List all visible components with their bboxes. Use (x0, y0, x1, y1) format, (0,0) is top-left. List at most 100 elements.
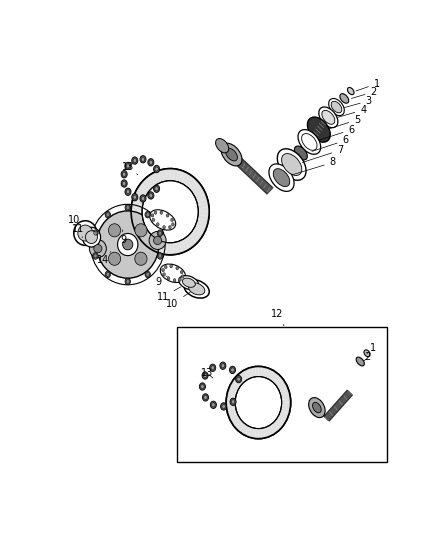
Ellipse shape (125, 162, 131, 169)
Ellipse shape (141, 157, 145, 161)
Polygon shape (197, 198, 208, 205)
Text: 13: 13 (122, 161, 138, 175)
Text: 2: 2 (351, 87, 377, 99)
Polygon shape (240, 424, 247, 434)
Polygon shape (276, 418, 285, 427)
Ellipse shape (121, 180, 127, 187)
Polygon shape (147, 237, 156, 249)
Ellipse shape (230, 366, 236, 374)
Circle shape (125, 204, 131, 211)
Ellipse shape (307, 117, 330, 142)
Circle shape (146, 213, 149, 217)
Polygon shape (151, 239, 159, 251)
Polygon shape (144, 177, 154, 189)
Circle shape (105, 271, 110, 278)
Polygon shape (265, 426, 272, 437)
Ellipse shape (140, 156, 146, 163)
Circle shape (106, 213, 110, 217)
Polygon shape (255, 429, 258, 439)
Polygon shape (198, 207, 209, 212)
Polygon shape (176, 169, 182, 182)
Ellipse shape (149, 193, 152, 198)
Circle shape (154, 211, 157, 214)
Text: 6: 6 (319, 125, 354, 140)
Circle shape (173, 279, 176, 282)
Ellipse shape (201, 384, 204, 389)
Circle shape (152, 219, 155, 222)
Ellipse shape (235, 376, 282, 429)
Text: 11: 11 (156, 287, 180, 302)
Circle shape (93, 230, 98, 237)
Polygon shape (252, 367, 256, 377)
Ellipse shape (202, 394, 208, 401)
Text: 7: 7 (303, 145, 343, 163)
Circle shape (157, 253, 163, 259)
Polygon shape (242, 425, 249, 435)
Polygon shape (248, 427, 254, 438)
Circle shape (93, 253, 98, 259)
Ellipse shape (94, 245, 102, 253)
Text: 10: 10 (166, 292, 190, 309)
Polygon shape (268, 425, 275, 435)
Ellipse shape (282, 154, 302, 175)
Circle shape (167, 277, 170, 280)
Polygon shape (198, 203, 209, 208)
Ellipse shape (221, 143, 242, 166)
Polygon shape (229, 384, 238, 392)
Polygon shape (274, 376, 283, 385)
Polygon shape (187, 177, 196, 189)
Polygon shape (277, 416, 286, 424)
Ellipse shape (231, 400, 235, 404)
Ellipse shape (226, 148, 237, 161)
Ellipse shape (148, 192, 154, 199)
Polygon shape (226, 399, 235, 402)
Ellipse shape (121, 171, 127, 178)
Ellipse shape (140, 195, 146, 202)
Ellipse shape (149, 231, 166, 249)
Ellipse shape (215, 139, 229, 153)
Polygon shape (131, 203, 143, 208)
Polygon shape (138, 183, 149, 193)
Polygon shape (261, 367, 265, 377)
Ellipse shape (222, 405, 225, 408)
Polygon shape (196, 221, 207, 229)
Ellipse shape (125, 188, 131, 196)
Polygon shape (282, 402, 291, 406)
Polygon shape (133, 194, 145, 202)
Circle shape (179, 278, 181, 281)
Polygon shape (176, 241, 182, 254)
Polygon shape (138, 230, 149, 240)
Polygon shape (248, 367, 254, 378)
Text: 2: 2 (364, 352, 371, 362)
Polygon shape (184, 174, 193, 187)
Polygon shape (272, 422, 280, 432)
Circle shape (126, 206, 130, 209)
Polygon shape (132, 218, 143, 225)
Bar (177, 327, 387, 462)
Circle shape (146, 272, 149, 277)
Polygon shape (158, 169, 164, 182)
Polygon shape (179, 171, 186, 183)
Ellipse shape (202, 372, 208, 379)
Text: 12: 12 (271, 309, 284, 326)
Circle shape (156, 223, 159, 226)
Polygon shape (276, 378, 285, 387)
Text: 6: 6 (312, 135, 349, 151)
Polygon shape (280, 408, 290, 414)
Polygon shape (279, 410, 289, 417)
Ellipse shape (123, 172, 126, 176)
Circle shape (163, 225, 166, 229)
Text: 8: 8 (292, 157, 336, 175)
Text: 13: 13 (201, 368, 213, 378)
Circle shape (160, 211, 162, 214)
Circle shape (166, 214, 169, 217)
Ellipse shape (302, 134, 317, 150)
Polygon shape (234, 420, 243, 430)
Ellipse shape (230, 398, 236, 406)
Ellipse shape (123, 239, 133, 250)
Ellipse shape (210, 364, 216, 372)
Polygon shape (133, 221, 145, 229)
Polygon shape (281, 405, 290, 410)
Ellipse shape (160, 264, 185, 282)
Polygon shape (170, 168, 174, 181)
